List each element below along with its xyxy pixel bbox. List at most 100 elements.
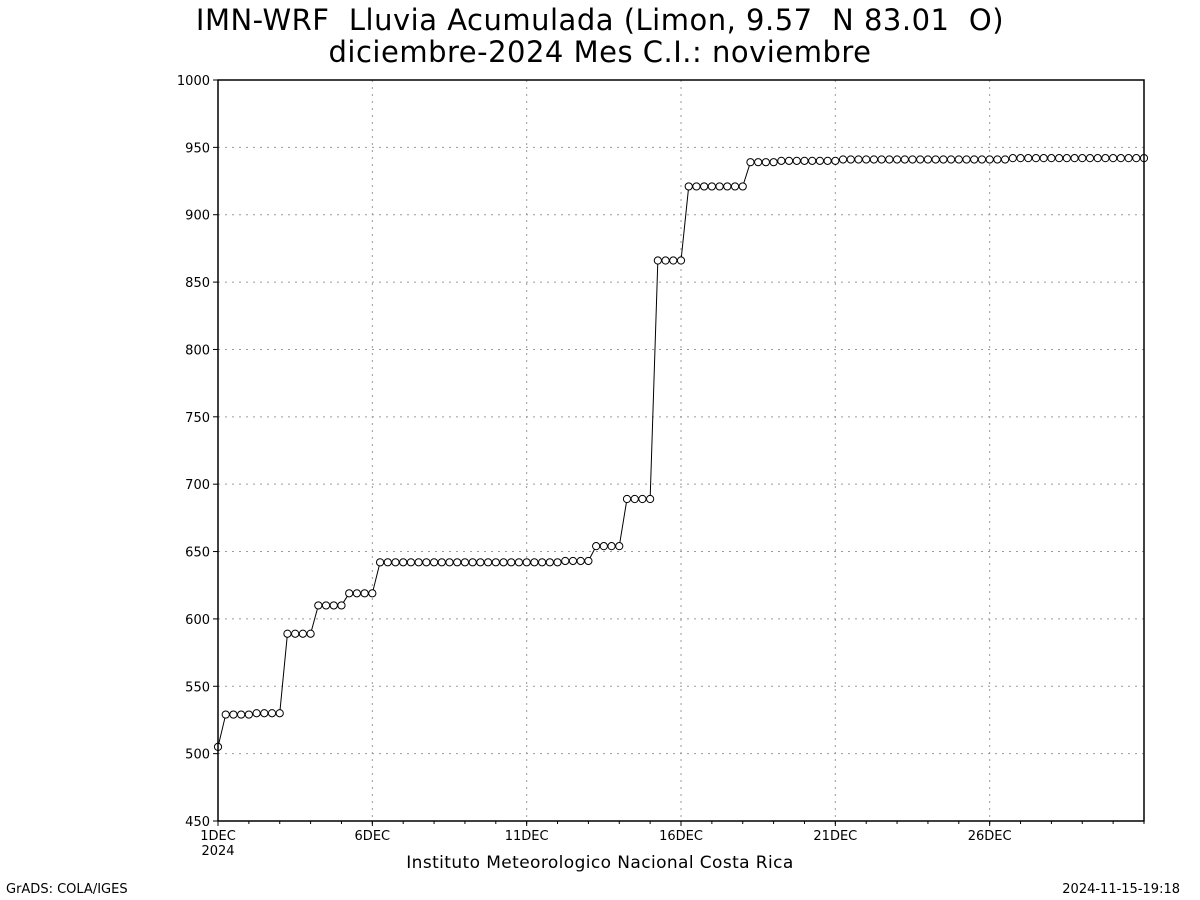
chart-subtitle: diciembre-2024 Mes C.I.: noviembre [328, 35, 872, 69]
y-tick-label: 750 [185, 411, 210, 426]
data-point [422, 558, 431, 567]
data-point [499, 558, 508, 567]
data-point [1001, 155, 1010, 164]
y-tick-label: 700 [185, 478, 210, 493]
institution-credit: Instituto Meteorologico Nacional Costa R… [406, 853, 794, 873]
data-point [885, 155, 894, 164]
chart-title: IMN-WRF Lluvia Acumulada (Limon, 9.57 N … [195, 3, 1005, 37]
y-tick-label: 1000 [177, 74, 210, 89]
data-point [754, 158, 763, 167]
data-point [892, 155, 902, 164]
data-point [630, 494, 639, 504]
data-point [476, 558, 485, 567]
data-point [707, 182, 716, 191]
data-point [283, 629, 292, 638]
data-point [291, 629, 300, 638]
data-point [406, 558, 416, 567]
data-point [769, 158, 778, 167]
data-point [414, 558, 423, 567]
grid-lines [218, 80, 1144, 821]
data-point [1055, 154, 1064, 163]
data-point [545, 558, 554, 567]
data-point [1078, 154, 1087, 163]
data-point [908, 155, 917, 164]
data-point [568, 556, 578, 566]
data-point [923, 155, 933, 164]
data-point [391, 558, 400, 567]
x-year-label: 2024 [201, 844, 234, 859]
data-point [846, 155, 855, 164]
data-point [429, 558, 439, 567]
data-point [553, 558, 562, 567]
data-point [931, 155, 940, 164]
data-series [213, 154, 1149, 752]
data-point [661, 256, 670, 265]
data-point [723, 182, 732, 191]
data-point [375, 558, 385, 567]
data-point [306, 629, 315, 638]
data-point [267, 709, 277, 718]
data-point [329, 601, 338, 610]
data-point [1124, 154, 1133, 163]
data-point [584, 556, 593, 566]
data-point [244, 710, 253, 719]
data-point [522, 558, 531, 567]
data-point [615, 542, 624, 551]
data-point [638, 494, 647, 504]
data-point [900, 155, 909, 164]
data-point [460, 558, 470, 567]
data-point [761, 158, 770, 167]
data-point [800, 156, 809, 165]
data-point [399, 558, 408, 567]
data-point [221, 710, 230, 719]
data-point [962, 155, 971, 164]
data-point [993, 155, 1002, 164]
data-point [345, 589, 354, 598]
data-point [1093, 154, 1102, 163]
data-point [483, 558, 493, 567]
x-tick-label: 16DEC [659, 829, 703, 844]
data-point [1116, 154, 1125, 163]
y-tick-label: 850 [185, 276, 210, 291]
data-point [337, 601, 346, 610]
y-tick-label: 450 [185, 815, 210, 830]
data-point [1132, 154, 1141, 163]
y-tick-label: 950 [185, 141, 210, 156]
data-point [514, 558, 524, 567]
data-point [954, 155, 963, 164]
y-tick-label: 800 [185, 343, 210, 358]
data-point [352, 589, 361, 598]
plot-frame [217, 79, 1145, 822]
data-point [576, 556, 585, 566]
data-point [468, 558, 477, 567]
data-point [275, 709, 284, 718]
data-point [592, 542, 601, 551]
data-point [646, 494, 655, 504]
data-point [453, 558, 462, 567]
data-point [607, 542, 616, 551]
data-point [1031, 154, 1041, 163]
data-point [1024, 154, 1033, 163]
data-point [831, 156, 840, 165]
x-tick-label: 1DEC [200, 829, 236, 844]
data-point [784, 156, 794, 165]
data-point [777, 156, 786, 165]
data-point [445, 558, 454, 567]
x-tick-label: 21DEC [813, 829, 857, 844]
data-point [368, 589, 377, 598]
data-point [1085, 154, 1095, 163]
data-point [676, 256, 686, 265]
data-point [260, 709, 269, 718]
data-point [985, 155, 994, 164]
data-point [692, 182, 701, 191]
data-point [946, 155, 956, 164]
x-tick-label: 26DEC [968, 829, 1012, 844]
software-credit: GrADS: COLA/IGES [6, 882, 128, 897]
data-point [1047, 154, 1056, 163]
data-point [530, 558, 539, 567]
data-point [229, 710, 238, 719]
data-point [252, 709, 261, 718]
data-point [561, 556, 570, 566]
data-point [970, 155, 979, 164]
